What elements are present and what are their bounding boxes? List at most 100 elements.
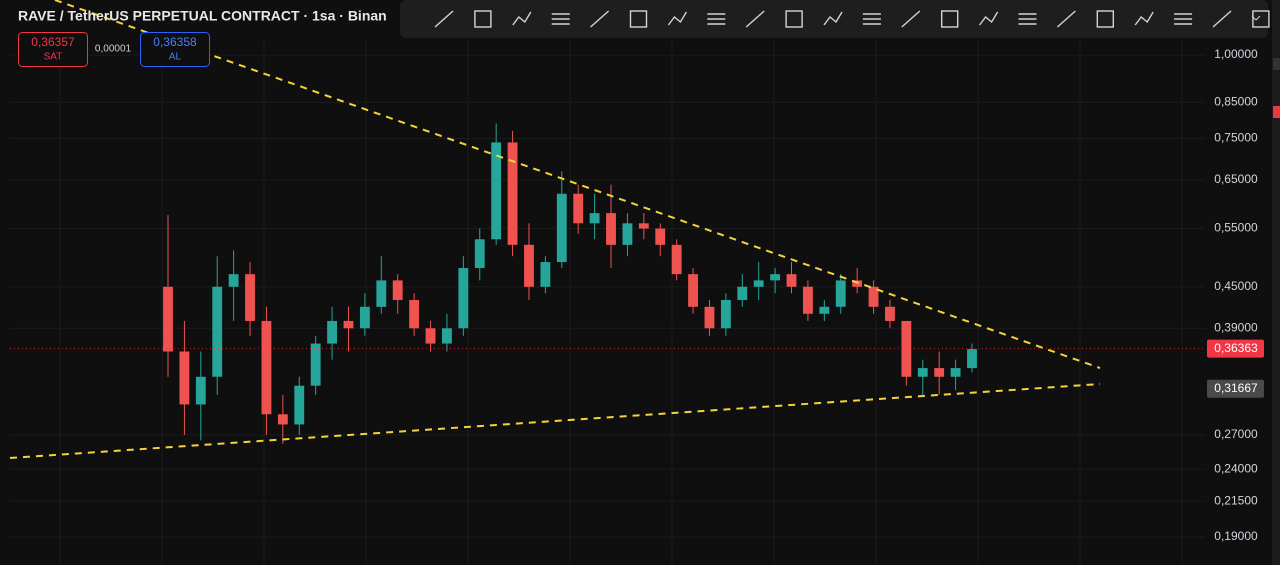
price-label-box [1207, 379, 1264, 398]
tool-icon [434, 10, 454, 28]
tool-button[interactable] [629, 10, 648, 28]
candle-body [835, 280, 846, 307]
tool-button[interactable] [1018, 13, 1037, 25]
drawing-toolbar [400, 0, 1268, 38]
tool-button[interactable] [707, 13, 726, 25]
trendline-upper[interactable] [54, 0, 1101, 369]
tool-button[interactable] [474, 10, 492, 28]
buy-price: 0,36358 [153, 35, 197, 49]
tool-button[interactable] [862, 13, 881, 25]
candle-body [802, 286, 813, 314]
tool-icon [901, 10, 921, 28]
candle-body [392, 280, 403, 300]
candle-body [950, 368, 961, 377]
tool-button[interactable] [1212, 10, 1232, 28]
grid [10, 40, 1205, 565]
sell-label: SAT [44, 52, 63, 63]
tool-icons [434, 10, 1270, 28]
y-tick-label: 0,24000 [1214, 461, 1258, 475]
sell-button[interactable] [18, 32, 88, 67]
tool-icon [1096, 10, 1115, 28]
tool-icon [823, 11, 843, 26]
tool-icon [1018, 13, 1037, 25]
tool-icon [474, 10, 492, 28]
tool-icon [551, 13, 570, 25]
tool-button[interactable] [823, 11, 843, 26]
tool-button[interactable] [1252, 10, 1270, 28]
candle-body [425, 328, 436, 344]
tool-button[interactable] [901, 10, 921, 28]
y-tick-label: 0,27000 [1214, 427, 1258, 441]
tool-icon [667, 11, 688, 26]
price-axis [1205, 0, 1270, 565]
candle-body [212, 286, 223, 377]
tool-button[interactable] [667, 11, 688, 26]
candle-body [720, 299, 731, 329]
candle-body [770, 274, 781, 281]
candle-body [245, 274, 255, 321]
tool-button[interactable] [590, 10, 610, 28]
tool-icon [1174, 13, 1193, 25]
toolbar-collapse[interactable] [1251, 15, 1261, 21]
candle-body [261, 320, 272, 415]
tool-button[interactable] [551, 13, 570, 25]
tool-icon [979, 11, 999, 26]
tool-button[interactable] [512, 11, 532, 26]
tool-button[interactable] [434, 10, 454, 28]
price-label: 0,36363 [1214, 341, 1258, 355]
candles [10, 123, 1205, 444]
candle-body [917, 368, 928, 377]
tool-button[interactable] [1134, 11, 1154, 26]
tool-icon [745, 10, 765, 28]
candle-body [474, 239, 485, 269]
candle-body [704, 306, 715, 329]
tool-icon [1252, 10, 1270, 28]
candle-body [638, 223, 649, 229]
candle-body [556, 193, 567, 263]
spread: 0,00001 [95, 44, 132, 55]
y-tick-label: 0,85000 [1214, 94, 1258, 108]
sell-price: 0,36357 [31, 35, 75, 49]
candle-body [310, 343, 321, 386]
price-label-box [1207, 339, 1264, 358]
tool-button[interactable] [1096, 10, 1115, 28]
candle-body [507, 142, 518, 245]
candle-body [409, 299, 420, 329]
candle-body [195, 376, 206, 405]
y-tick-label: 0,45000 [1214, 279, 1258, 293]
buy-label: AL [169, 52, 182, 63]
tool-icon [1212, 10, 1232, 28]
candle-body [868, 286, 879, 307]
candle-body [852, 280, 863, 287]
buy-button[interactable] [140, 32, 210, 67]
candle-body [294, 385, 305, 425]
tool-button[interactable] [1056, 10, 1076, 28]
tool-button[interactable] [979, 11, 999, 26]
candle-body [786, 274, 797, 287]
candle-body [655, 228, 666, 245]
tool-icon [1134, 11, 1154, 26]
symbol-title: RAVE / TetherUS PERPETUAL CONTRACT · 1sa… [18, 8, 387, 24]
candle-body [343, 320, 354, 329]
tool-button[interactable] [1174, 13, 1193, 25]
candle-body [606, 213, 616, 245]
tool-button[interactable] [745, 10, 765, 28]
trendline-lower[interactable] [9, 383, 1101, 459]
tool-icon [512, 11, 532, 26]
y-tick-label: 0,19000 [1214, 529, 1258, 543]
tool-icon [785, 10, 803, 28]
side-strip [1272, 0, 1280, 565]
candle-body [737, 286, 748, 300]
tool-button[interactable] [941, 10, 959, 28]
candle-body [671, 244, 682, 275]
candle-body [277, 414, 288, 425]
y-tick-label: 0,55000 [1214, 221, 1258, 235]
tool-button[interactable] [785, 10, 803, 28]
candle-body [524, 244, 534, 287]
candle-body [819, 306, 830, 314]
candle-body [967, 349, 977, 369]
y-axis: 1,00000 0,85000 0,75000 0,65000 0,55000 0,450… [1207, 47, 1264, 543]
candle-body [179, 351, 190, 405]
